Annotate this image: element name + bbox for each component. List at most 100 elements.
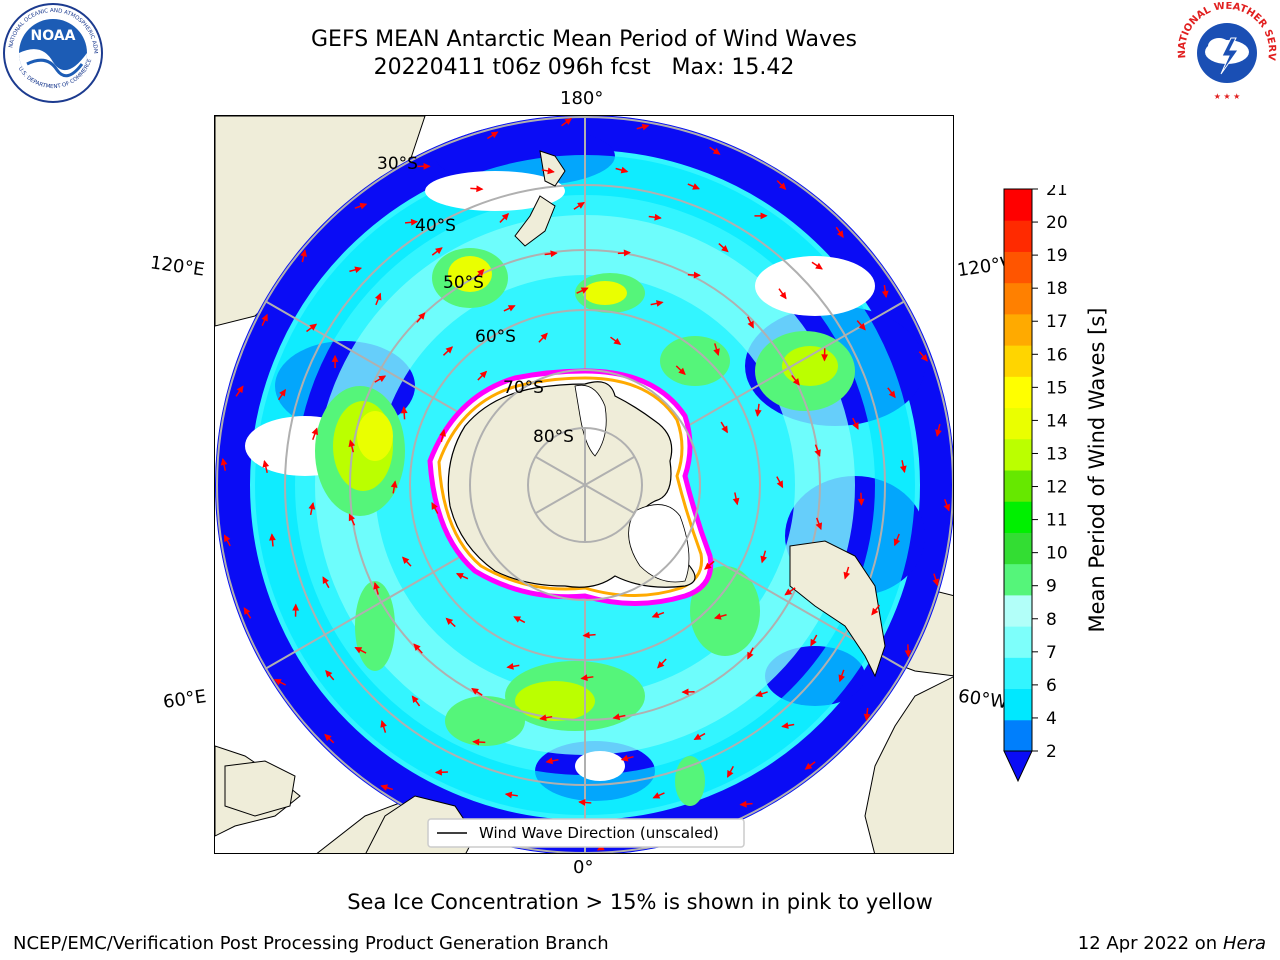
legend-label: Wind Wave Direction (unscaled) (479, 824, 719, 842)
colorbar-tick-label: 7 (1046, 643, 1057, 663)
wind-arrow-head (612, 713, 621, 721)
wind-arrows (220, 117, 951, 851)
wind-arrow-head (550, 250, 558, 258)
wind-arrow-head (747, 651, 754, 660)
wind-arrow-head (490, 131, 499, 139)
wind-arrow-head (779, 291, 787, 300)
wind-arrow-head (692, 183, 700, 190)
wind-arrow-head (472, 738, 480, 746)
lon-label-180: 180° (560, 88, 604, 109)
wind-arrow-head (678, 367, 686, 376)
wind-arrow-head (920, 354, 928, 362)
wind-arrow-head (727, 770, 734, 778)
wind-arrow-head (540, 332, 548, 341)
lat-label-60s: 60°S (475, 327, 516, 347)
wind-arrow-head (821, 354, 829, 362)
wind-arrow-head (641, 123, 650, 131)
chart-title-line2: 20220411 t06z 096h fcst Max: 15.42 (373, 55, 795, 80)
wind-arrow-head (652, 792, 661, 799)
wind-arrow-head (439, 429, 447, 437)
wind-arrow-head (713, 348, 720, 357)
lat-label-30s: 30°S (377, 154, 418, 174)
wind-arrow-head (815, 522, 823, 531)
wind-arrow-head (792, 378, 800, 386)
lon-label-0: 0° (573, 857, 594, 878)
wind-arrow-head (390, 480, 398, 488)
colorbar-swatch (1004, 563, 1032, 596)
wind-arrow-head (322, 576, 329, 585)
wind-arrow-head (871, 607, 879, 616)
colorbar-tick-label: 6 (1046, 676, 1057, 696)
lon-label-120e: 120°E (148, 252, 206, 281)
wind-arrow-head (893, 538, 901, 547)
colorbar-swatch (1004, 345, 1032, 377)
colorbar-tick-label: 18 (1046, 279, 1068, 299)
colorbar-swatch (1004, 470, 1032, 502)
wind-arrow-head (262, 460, 270, 468)
wind-arrow-head (506, 663, 514, 670)
colorbar-tick-label: 21 (1046, 185, 1068, 200)
wind-arrow-head (656, 300, 664, 307)
polar-map-svg: 30°S 40°S 50°S 60°S 70°S 80°S Wind Wave … (215, 116, 953, 853)
wind-arrow-head (501, 212, 510, 221)
wind-arrow-head (331, 354, 339, 362)
colorbar-swatch (1004, 594, 1032, 627)
wind-arrow-head (348, 439, 356, 448)
chart-title-line1: GEFS MEAN Antarctic Mean Period of Wind … (311, 27, 857, 52)
colorbar-swatch (1004, 282, 1032, 315)
wind-arrow-head (681, 688, 689, 696)
wind-arrow-head (471, 687, 479, 695)
wind-arrow-head (858, 322, 866, 331)
wind-arrow-head (721, 425, 728, 434)
wind-arrow-head (810, 638, 817, 647)
lat-label-40s: 40°S (415, 216, 456, 236)
wind-arrow-head (899, 465, 907, 474)
wind-arrow-head (755, 690, 763, 698)
nws-logo: NATIONAL WEATHER SERVICE ★ ★ ★ (1176, 2, 1277, 102)
wind-arrow-head (380, 784, 388, 791)
wind-arrow-head (721, 245, 729, 253)
wind-arrow-head (654, 213, 662, 221)
wind-arrow-head (325, 669, 333, 678)
wind-arrow-head (815, 262, 823, 270)
sea-ice-note: Sea Ice Concentration > 15% is shown in … (347, 890, 933, 914)
lat-label-80s: 80°S (533, 427, 574, 447)
colorbar-tick-label: 12 (1046, 478, 1068, 498)
wind-arrow-head (620, 166, 629, 174)
lon-label-60e: 60°E (161, 686, 208, 713)
wind-arrow-head (380, 720, 387, 728)
wind-arrow-head (760, 555, 767, 564)
wind-arrow-head (413, 643, 421, 651)
colorbar-swatch (1004, 251, 1032, 284)
wind-arrow-head (269, 533, 276, 541)
wind-arrow-head (613, 337, 622, 345)
wind-arrow-head (539, 714, 547, 722)
wind-arrow-head (401, 556, 410, 565)
wind-arrow-head (843, 571, 851, 580)
wind-arrow-head (814, 449, 821, 457)
wind-arrow-head (236, 385, 244, 394)
wind-arrow-head (704, 562, 712, 570)
map-legend: Wind Wave Direction (unscaled) (427, 818, 745, 848)
wind-arrow-head (300, 249, 307, 257)
wind-arrow-head (477, 268, 485, 277)
wind-arrow-head (243, 607, 251, 615)
colorbar-swatch (1004, 501, 1032, 533)
wind-arrow-head (311, 427, 319, 436)
colorbar-frame (1003, 188, 1033, 752)
wind-arrow-head (279, 388, 286, 397)
colorbar-tick-label: 2 (1046, 742, 1057, 762)
wind-arrow-head (651, 611, 660, 618)
wind-arrow-head (261, 313, 268, 322)
wind-arrow-head (423, 162, 431, 170)
wind-arrow-head (580, 287, 589, 294)
wind-arrow-head (623, 249, 631, 257)
wind-arrow-head (374, 292, 382, 301)
wind-arrow-head (852, 422, 859, 430)
wind-arrow-head (577, 201, 585, 209)
wind-arrow-head (857, 498, 865, 506)
colorbar-swatch (1004, 189, 1032, 221)
wind-arrow-head (564, 117, 573, 125)
wind-arrow-head (359, 202, 368, 210)
colorbar-tick-label: 10 (1046, 544, 1068, 564)
